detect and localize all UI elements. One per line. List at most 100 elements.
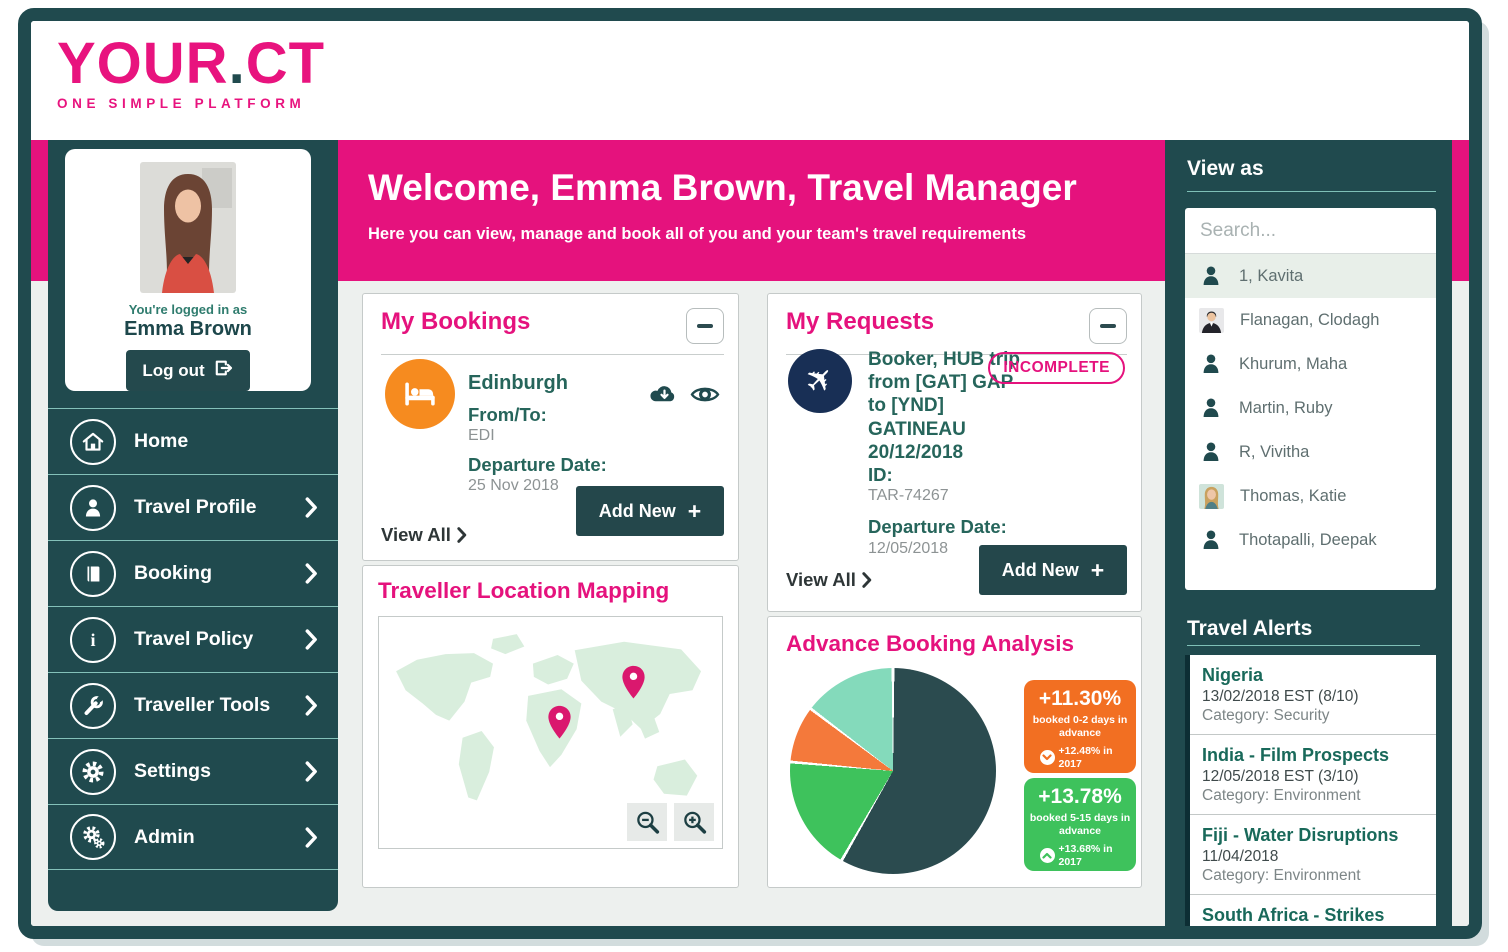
view-eye-icon[interactable] xyxy=(690,384,720,410)
person-name: Khurum, Maha xyxy=(1239,354,1348,373)
alert-item[interactable]: Fiji - Water Disruptions 11/04/2018 Cate… xyxy=(1190,815,1436,895)
brand-tagline: ONE SIMPLE PLATFORM xyxy=(57,96,306,111)
zoom-in-button[interactable] xyxy=(674,803,714,841)
sidebar-item-label: Admin xyxy=(134,825,195,848)
alert-item[interactable]: Nigeria 13/02/2018 EST (8/10) Category: … xyxy=(1190,655,1436,735)
minus-icon xyxy=(1100,324,1116,328)
stat-value: +11.30% xyxy=(1038,687,1122,710)
alert-category: Category: Environment xyxy=(1202,787,1361,804)
divider xyxy=(1187,645,1420,646)
sidebar-item-admin[interactable]: Admin xyxy=(48,804,338,870)
search-input[interactable] xyxy=(1200,219,1421,242)
collapse-button[interactable] xyxy=(686,308,724,344)
welcome-subtitle: Here you can view, manage and book all o… xyxy=(368,225,1027,243)
app-frame: YOUR.CT ONE SIMPLE PLATFORM Welcome, Emm… xyxy=(18,8,1482,939)
sidebar-item-settings[interactable]: Settings xyxy=(48,738,338,804)
info-icon: i xyxy=(70,616,116,663)
trend-up-icon xyxy=(1039,848,1055,864)
divider xyxy=(1187,191,1436,192)
sidebar-item-label: Travel Profile xyxy=(134,496,257,518)
chevron-right-icon xyxy=(305,826,318,848)
stat-description: booked 5-15 days in advance xyxy=(1029,812,1131,838)
stat-comparison: +12.48% in 2017 xyxy=(1058,745,1113,770)
user-name: Emma Brown xyxy=(124,318,252,340)
avatar xyxy=(140,162,236,293)
person-row[interactable]: Thomas, Katie xyxy=(1185,474,1436,518)
advance-booking-pie-chart xyxy=(790,668,996,874)
person-name: Thomas, Katie xyxy=(1240,486,1347,505)
sidebar-item-travel-policy[interactable]: i Travel Policy xyxy=(48,606,338,672)
stat-comparison: +13.68% in 2017 xyxy=(1058,843,1113,868)
travel-alerts-card: Nigeria 13/02/2018 EST (8/10) Category: … xyxy=(1185,655,1436,926)
person-row[interactable]: 1, Kavita xyxy=(1185,254,1436,298)
view-as-card: 1, Kavita Flanagan, Clodagh Khurum, Maha… xyxy=(1185,208,1436,590)
brand-logo-text: YOUR.CT xyxy=(57,31,326,96)
chevron-right-icon xyxy=(305,695,318,716)
chevron-right-icon xyxy=(305,761,318,782)
person-row[interactable]: Khurum, Maha xyxy=(1185,342,1436,386)
person-name: Flanagan, Clodagh xyxy=(1240,310,1380,329)
chevron-right-icon xyxy=(457,527,467,543)
collapse-button[interactable] xyxy=(1089,308,1127,344)
divider xyxy=(381,354,724,355)
divider xyxy=(786,354,1127,355)
alert-category: Category: Environment xyxy=(1202,867,1361,884)
alert-item[interactable]: South Africa - Strikes 10/06/2018 xyxy=(1190,895,1436,926)
welcome-title: Welcome, Emma Brown, Travel Manager xyxy=(368,167,1077,208)
view-all-label: View All xyxy=(786,569,856,590)
sidebar-item-label: Traveller Tools xyxy=(134,694,271,716)
request-id-label: ID: xyxy=(868,464,893,485)
logout-icon xyxy=(214,359,234,382)
avatar xyxy=(1199,483,1224,509)
chevron-right-icon xyxy=(305,629,318,650)
bookings-add-new-button[interactable]: Add New + xyxy=(576,486,724,536)
sidebar-item-traveller-tools[interactable]: Traveller Tools xyxy=(48,672,338,738)
sidebar-item-travel-profile[interactable]: Travel Profile xyxy=(48,474,338,540)
travel-alerts-title: Travel Alerts xyxy=(1187,617,1313,640)
person-icon xyxy=(70,484,116,531)
left-sidebar: You're logged in as Emma Brown Log out H… xyxy=(48,140,338,911)
right-panel: View as 1, Kavita Flanagan, Clodagh Khur… xyxy=(1165,140,1452,926)
request-id-value: TAR-74267 xyxy=(868,487,949,504)
person-icon xyxy=(1199,396,1223,420)
add-new-label: Add New xyxy=(598,500,676,521)
location-pin-icon xyxy=(547,705,572,740)
stat-badge-0-2-days: +11.30% booked 0-2 days in advance +12.4… xyxy=(1024,680,1136,773)
logout-label: Log out xyxy=(142,360,205,380)
sidebar-item-home[interactable]: Home xyxy=(48,408,338,474)
person-row[interactable]: Flanagan, Clodagh xyxy=(1185,298,1436,342)
departure-date-value: 25 Nov 2018 xyxy=(468,477,559,494)
person-row[interactable]: Thotapalli, Deepak xyxy=(1185,518,1436,562)
book-icon xyxy=(70,550,116,597)
person-icon xyxy=(1199,352,1223,376)
analysis-title: Advance Booking Analysis xyxy=(786,631,1074,656)
sidebar-item-label: Settings xyxy=(134,760,211,782)
sidebar-item-label: Booking xyxy=(134,562,212,584)
search-box xyxy=(1185,208,1436,254)
stat-value: +13.78% xyxy=(1038,785,1122,808)
person-name: R, Vivitha xyxy=(1239,442,1310,461)
stat-badge-5-15-days: +13.78% booked 5-15 days in advance +13.… xyxy=(1024,778,1136,871)
requests-add-new-button[interactable]: Add New + xyxy=(979,545,1127,595)
svg-text:i: i xyxy=(90,630,95,650)
bookings-view-all-link[interactable]: View All xyxy=(381,524,467,546)
person-row[interactable]: R, Vivitha xyxy=(1185,430,1436,474)
from-to-value: EDI xyxy=(468,427,495,444)
requests-view-all-link[interactable]: View All xyxy=(786,569,872,591)
zoom-out-button[interactable] xyxy=(627,803,667,841)
profile-photo-illustration xyxy=(140,162,236,293)
sidebar-item-label: Travel Policy xyxy=(134,628,254,650)
alert-title: India - Film Prospects xyxy=(1202,745,1390,765)
booking-destination: Edinburgh xyxy=(468,372,568,394)
download-cloud-icon[interactable] xyxy=(648,382,681,411)
person-row[interactable]: Martin, Ruby xyxy=(1185,386,1436,430)
traveller-location-mapping-card: Traveller Location Mapping xyxy=(362,565,739,888)
hotel-bed-icon xyxy=(385,359,455,429)
my-requests-card: My Requests ✈ Booker, HUB trip from [GAT… xyxy=(767,293,1142,612)
mapping-title: Traveller Location Mapping xyxy=(378,578,670,603)
logout-button[interactable]: Log out xyxy=(126,350,250,391)
sidebar-item-booking[interactable]: Booking xyxy=(48,540,338,606)
plus-icon: + xyxy=(687,497,702,524)
alert-item[interactable]: India - Film Prospects 12/05/2018 EST (3… xyxy=(1190,735,1436,815)
profile-card: You're logged in as Emma Brown Log out xyxy=(65,149,311,391)
